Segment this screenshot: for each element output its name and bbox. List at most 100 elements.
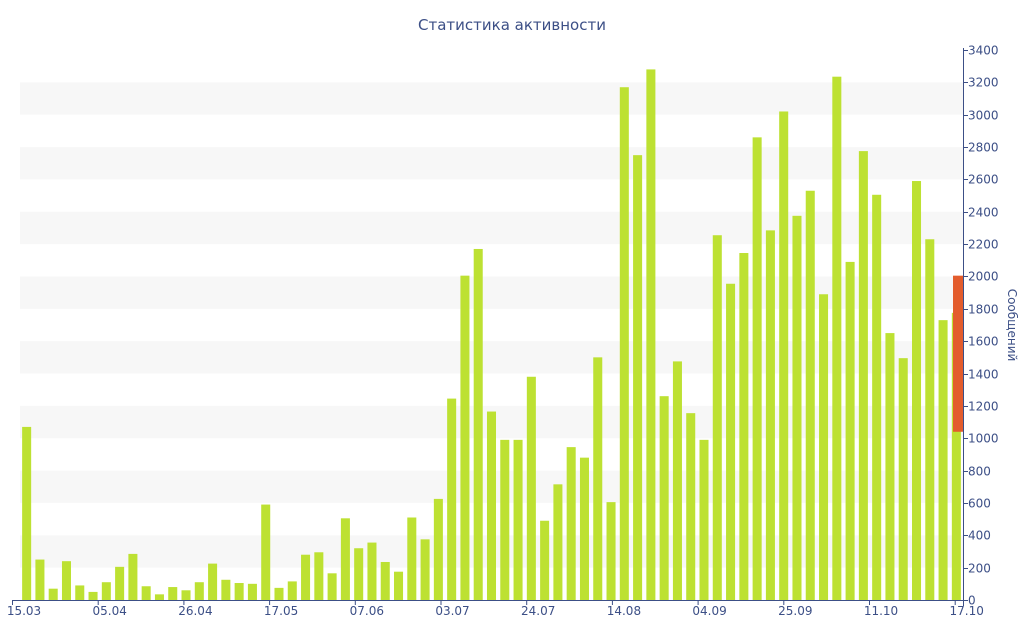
grid-band — [20, 82, 963, 115]
x-tick-label: 04.09 — [692, 604, 726, 618]
grid-band — [20, 147, 963, 180]
bar — [394, 571, 404, 600]
bar — [646, 69, 656, 600]
bar — [872, 194, 882, 600]
bar — [420, 539, 430, 600]
bar — [819, 294, 829, 600]
x-tick-label: 17.05 — [264, 604, 298, 618]
bar — [885, 333, 895, 600]
bar — [593, 357, 603, 600]
y-tick-label: 1400 — [968, 368, 999, 382]
x-tick-label: 14.08 — [607, 604, 641, 618]
bar — [739, 253, 749, 600]
bar — [858, 151, 868, 600]
bar — [115, 566, 125, 600]
bar — [208, 563, 218, 600]
bar — [633, 155, 643, 600]
y-tick-label: 1600 — [968, 335, 999, 349]
bar — [168, 587, 178, 600]
bar — [314, 552, 324, 600]
x-tick-label: 15.03 — [7, 604, 41, 618]
x-tick-label: 17.10 — [950, 604, 984, 618]
bar — [726, 283, 736, 600]
bar — [752, 137, 762, 600]
y-tick-label: 2000 — [968, 270, 999, 284]
bar — [433, 498, 443, 600]
y-tick-label: 1000 — [968, 432, 999, 446]
bar — [898, 358, 908, 600]
bar — [938, 320, 948, 600]
bar — [686, 413, 696, 600]
bar — [447, 398, 457, 600]
bar — [513, 439, 523, 600]
y-tick-label: 3000 — [968, 109, 999, 123]
y-tick-label: 2600 — [968, 173, 999, 187]
bar — [832, 76, 842, 600]
highlight-range-marker — [953, 275, 963, 432]
bar — [247, 583, 257, 600]
bar — [540, 520, 550, 600]
bar — [845, 261, 855, 600]
bar — [672, 361, 682, 600]
x-tick-label: 26.04 — [178, 604, 212, 618]
bar — [779, 111, 789, 600]
y-tick-label: 0 — [968, 594, 976, 608]
bar — [141, 586, 151, 600]
bar — [460, 275, 470, 600]
bar — [473, 248, 483, 600]
bar — [805, 190, 815, 601]
y-tick-label: 3400 — [968, 44, 999, 58]
bar — [792, 215, 802, 600]
y-tick-label: 2800 — [968, 141, 999, 155]
bar — [606, 502, 616, 600]
x-tick-label: 07.06 — [350, 604, 384, 618]
bar — [380, 561, 390, 600]
y-tick-label: 1800 — [968, 303, 999, 317]
bar — [619, 87, 629, 600]
grid-band — [20, 211, 963, 245]
bar — [48, 588, 58, 600]
y-axis-title: Сообщений — [1005, 289, 1019, 362]
bar — [500, 439, 510, 600]
bar — [327, 573, 337, 600]
y-tick-label: 2200 — [968, 238, 999, 252]
bar — [35, 559, 45, 600]
bar — [925, 239, 935, 600]
bar — [287, 581, 297, 600]
bar — [88, 591, 98, 600]
bar — [579, 457, 589, 600]
bar — [765, 230, 775, 600]
y-tick-label: 200 — [968, 562, 991, 576]
bar — [128, 553, 138, 600]
bar — [101, 582, 111, 600]
bar — [553, 484, 563, 600]
bar — [75, 585, 85, 600]
x-tick-label: 25.09 — [778, 604, 812, 618]
y-tick-label: 1200 — [968, 400, 999, 414]
chart-title: Статистика активности — [418, 16, 606, 34]
bar — [340, 518, 350, 600]
bar — [234, 583, 244, 600]
x-tick-label: 11.10 — [864, 604, 898, 618]
y-tick-label: 800 — [968, 465, 991, 479]
bar — [181, 590, 191, 600]
y-tick-label: 600 — [968, 497, 991, 511]
bar — [712, 235, 722, 600]
bar — [912, 181, 922, 600]
y-tick-label: 400 — [968, 529, 991, 543]
bar — [221, 579, 231, 600]
bar — [486, 411, 497, 600]
bar — [367, 542, 377, 600]
bar — [526, 376, 536, 600]
bar — [61, 561, 71, 600]
bar — [274, 587, 284, 600]
bar — [566, 447, 576, 600]
y-tick-label: 2400 — [968, 206, 999, 220]
bar — [194, 582, 204, 600]
bar — [699, 439, 709, 600]
bar — [301, 554, 311, 600]
bar — [354, 548, 364, 600]
bar — [407, 517, 417, 600]
